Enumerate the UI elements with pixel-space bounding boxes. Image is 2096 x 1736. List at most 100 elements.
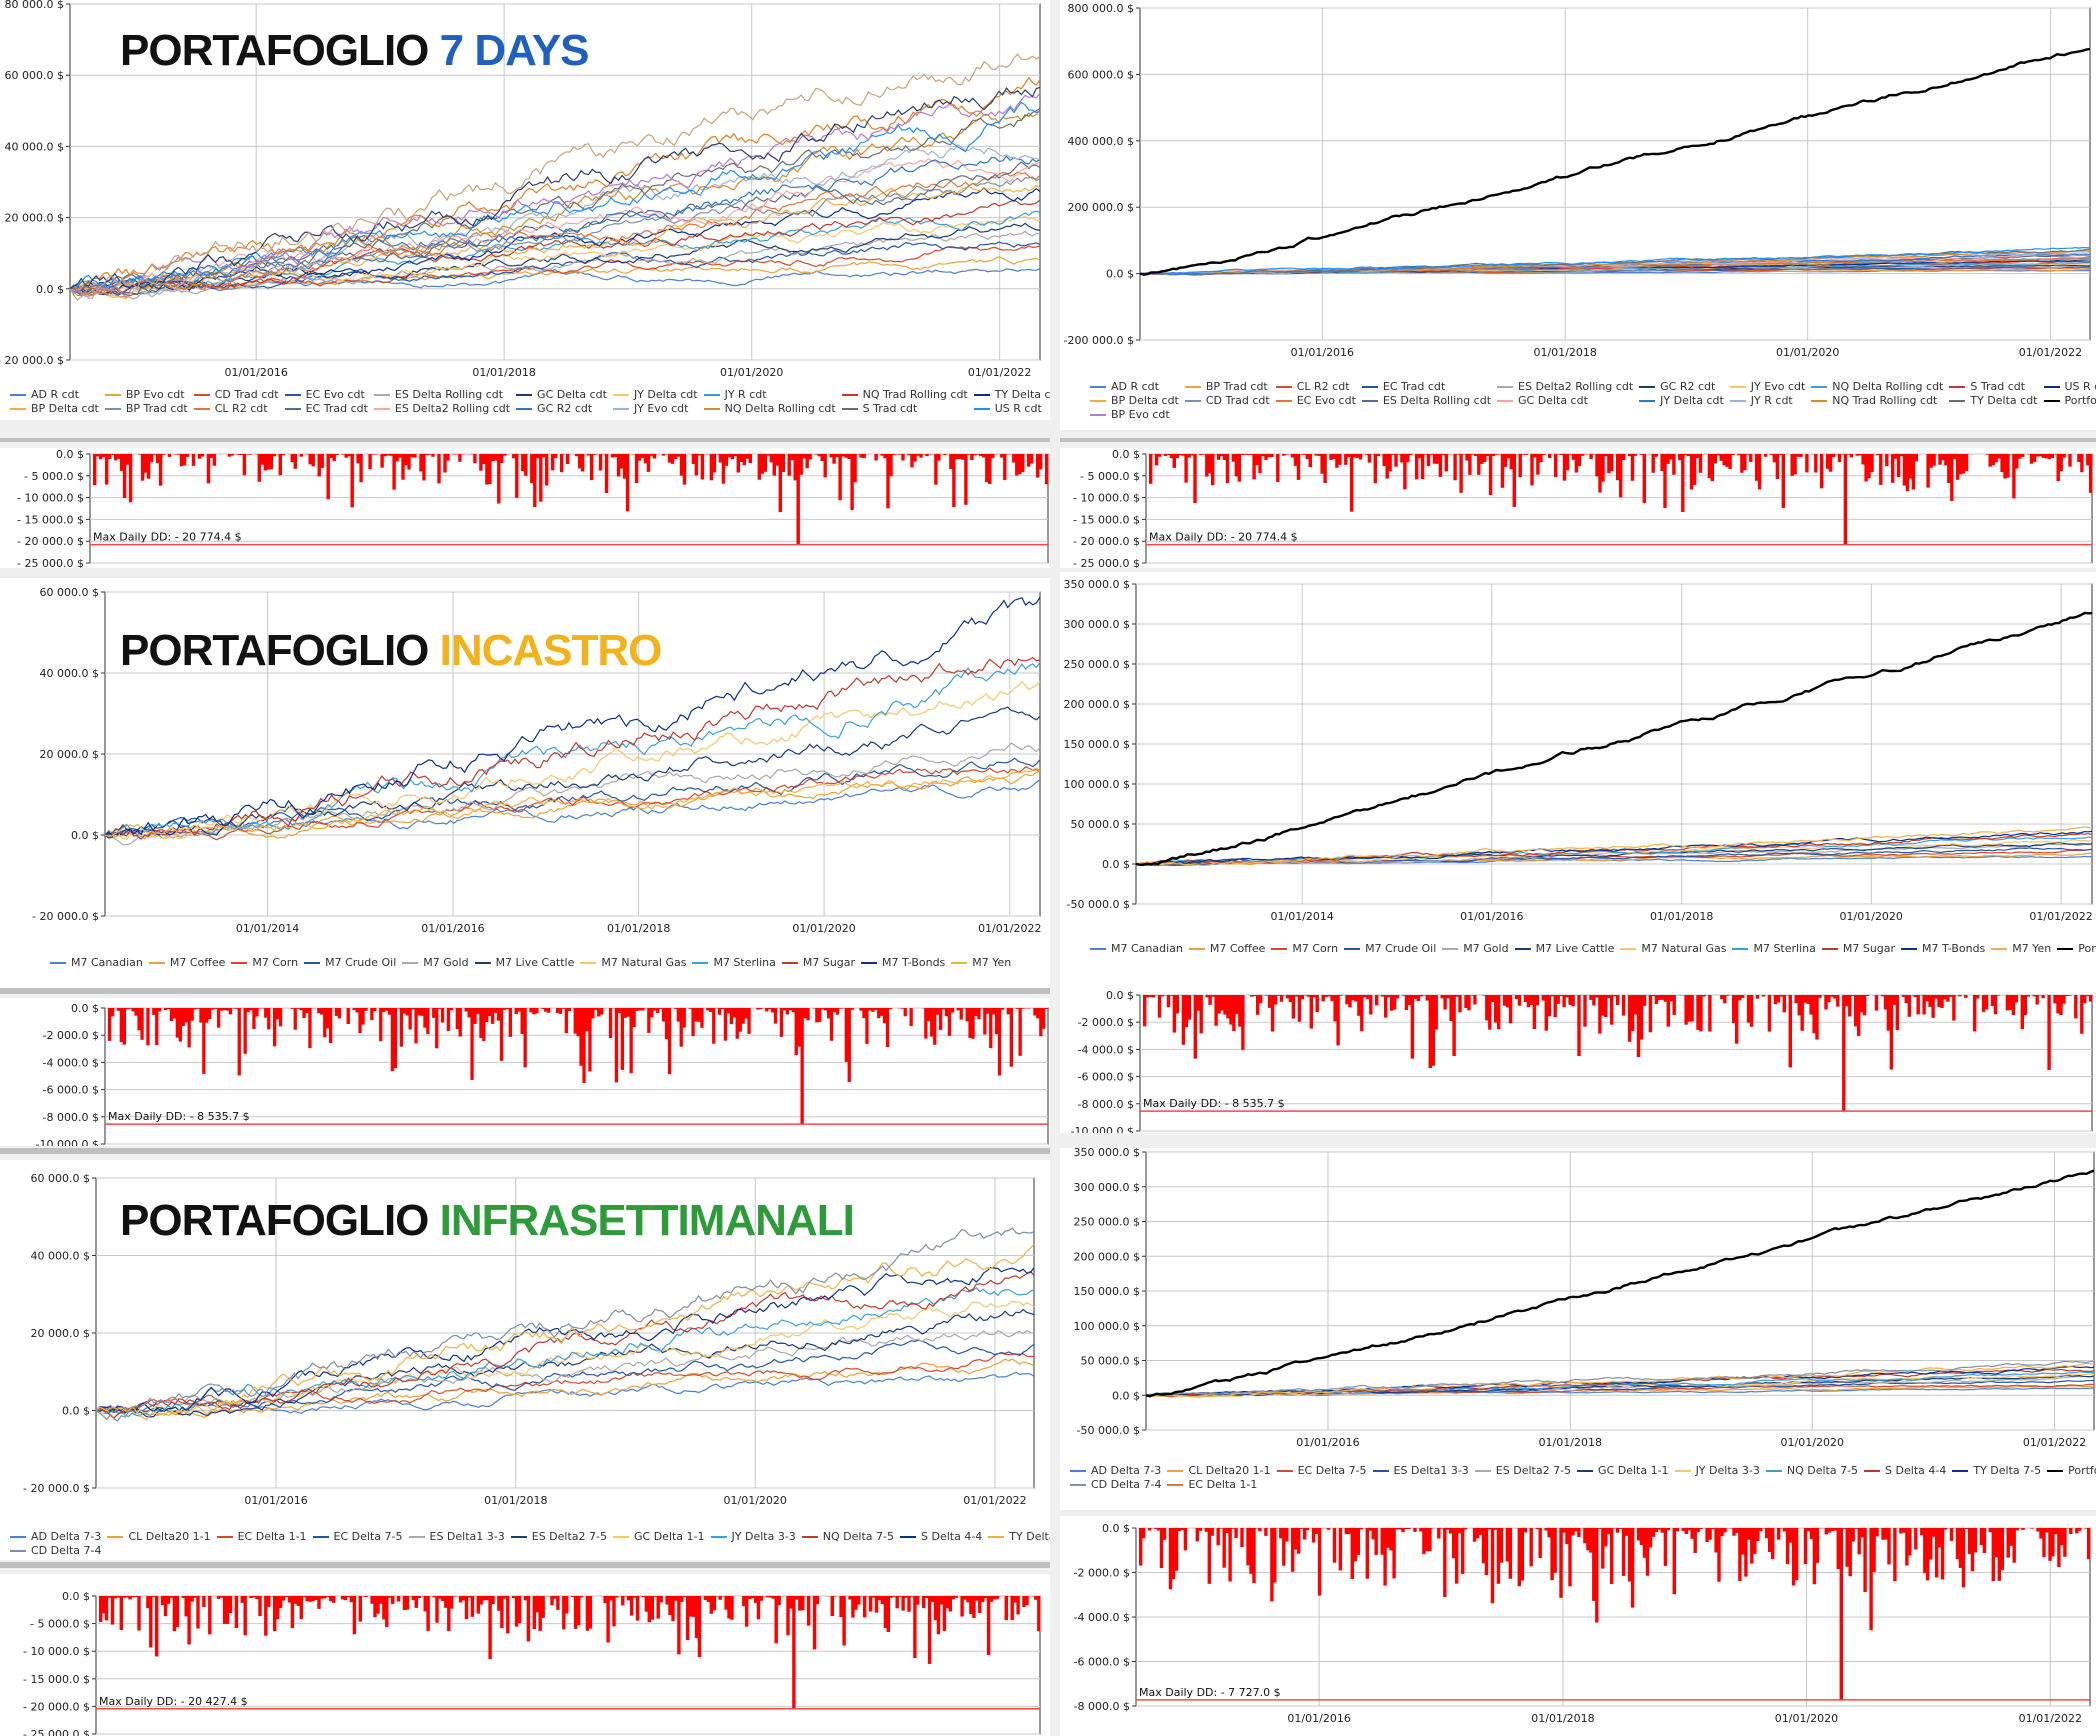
legend-swatch (1276, 1469, 1293, 1472)
drawdown-bar (986, 1008, 990, 1014)
legend-label: ES Delta2 7-5 (531, 1530, 607, 1543)
drawdown-bar (700, 1008, 704, 1028)
drawdown-bar (122, 454, 127, 498)
drawdown-bar (877, 1008, 881, 1019)
drawdown-bar (1392, 995, 1397, 1010)
drawdown-bar (1148, 995, 1153, 997)
drawdown-bar (119, 1596, 123, 1631)
drawdown-bar (273, 1596, 277, 1632)
drawdown-bar (1772, 454, 1777, 463)
y-tick-label: 800 000.0 $ (1068, 2, 1134, 15)
drawdown-bar (948, 1596, 952, 1612)
drawdown-bar (1348, 995, 1352, 1008)
legend-swatch (2047, 1469, 2064, 1472)
drawdown-bar (172, 1008, 177, 1019)
drawdown-bar (1413, 995, 1418, 999)
drawdown-bar (2042, 1528, 2046, 1558)
drawdown-bar (1000, 454, 1004, 458)
y-tick-label: 150 000.0 $ (1074, 1285, 1140, 1298)
drawdown-bar (379, 1008, 383, 1042)
drawdown-bar (1030, 454, 1034, 464)
drawdown-bar (608, 1008, 613, 1039)
drawdown-bar (700, 454, 705, 480)
drawdown-bar (1264, 454, 1268, 460)
legend-item: JY Delta cdt (612, 388, 698, 401)
series-line (95, 1266, 1035, 1413)
drawdown-bar (437, 454, 441, 484)
drawdown-bar (1681, 1528, 1685, 1532)
drawdown-bar (1338, 1528, 1343, 1571)
drawdown-bar (1196, 995, 1200, 1011)
drawdown-bar (962, 1008, 966, 1009)
legend-label: AD R cdt (31, 388, 79, 401)
drawdown-bar (1689, 454, 1694, 490)
drawdown-bar (401, 454, 405, 480)
legend-swatch (1090, 947, 1106, 950)
legend-label: ES Delta1 3-3 (1393, 1464, 1469, 1477)
drawdown-bar (1872, 1528, 1876, 1572)
legend-label: GC R2 cdt (1660, 380, 1716, 393)
legend-swatch (1949, 385, 1966, 388)
drawdown-bar (715, 1596, 719, 1597)
drawdown-bar (536, 454, 540, 459)
drawdown-bar (901, 454, 905, 461)
drawdown-bar (1524, 454, 1528, 455)
drawdown-bar (922, 1596, 926, 1609)
drawdown-bar (1885, 454, 1889, 467)
drawdown-bar (500, 454, 504, 463)
drawdown-bar (1045, 1008, 1049, 1009)
drawdown-bar (1645, 1528, 1650, 1576)
legend-item: BP Delta cdt (10, 402, 99, 415)
drawdown-bar (898, 454, 902, 455)
drawdown-bar (1146, 995, 1150, 998)
drawdown-bar (449, 1008, 454, 1011)
drawdown-bar (989, 1008, 993, 1049)
drawdown-bar (1249, 454, 1253, 455)
drawdown-bar (2035, 454, 2040, 457)
y-tick-label: - 10 000.0 $ (23, 1645, 90, 1658)
y-tick-label: -2 000.0 $ (1078, 1016, 1134, 1029)
drawdown-bar (1473, 995, 1477, 1005)
drawdown-bar (464, 1596, 469, 1620)
drawdown-bar (1716, 454, 1720, 456)
legend-label: AD R cdt (1111, 380, 1159, 393)
drawdown-bar (1303, 1528, 1307, 1540)
drawdown-bar (561, 1008, 566, 1009)
drawdown-bar (1970, 1528, 1975, 1572)
drawdown-bar (1771, 1528, 1775, 1560)
y-tick-label: 0.0 $ (62, 1405, 90, 1418)
drawdown-bar (1678, 454, 1682, 461)
drawdown-bar (1535, 1528, 1539, 1530)
drawdown-bar (329, 1596, 333, 1602)
drawdown-bar (2062, 454, 2066, 458)
legend-item: ES Delta2 Rolling cdt (373, 402, 510, 415)
drawdown-bar (1229, 995, 1233, 1025)
drawdown-bar (2020, 995, 2024, 1030)
drawdown-bar (1589, 995, 1593, 1000)
drawdown-bar (517, 1596, 522, 1624)
legend-swatch (284, 393, 301, 396)
legend-label: AD Delta 7-3 (1091, 1464, 1162, 1477)
drawdown-bar (1690, 1528, 1694, 1539)
drawdown-bar (1415, 454, 1419, 480)
drawdown-bar (1220, 995, 1224, 1011)
drawdown-bar (2012, 1528, 2016, 1563)
legend-item: ES Delta2 7-5 (510, 1530, 607, 1543)
series-line (69, 267, 1041, 292)
drawdown-bar (1478, 1528, 1483, 1535)
drawdown-bar (718, 1596, 722, 1600)
drawdown-bar (1267, 995, 1272, 1008)
legend-item: BP Evo cdt (1090, 408, 1179, 421)
drawdown-bar (114, 454, 118, 461)
drawdown-bar (390, 1008, 395, 1072)
drawdown-bar (1297, 1528, 1301, 1554)
drawdown-bar (817, 454, 821, 457)
drawdown-bar (1858, 454, 1862, 456)
drawdown-bar (1285, 1528, 1289, 1542)
legend-item: BP Trad cdt (104, 402, 188, 415)
legend-label: M7 Live Cattle (495, 956, 575, 969)
drawdown-bar (1651, 454, 1655, 473)
x-tick-label: 01/01/2022 (2019, 1712, 2082, 1725)
drawdown-bar (423, 1008, 427, 1028)
drawdown-bar (290, 454, 294, 463)
